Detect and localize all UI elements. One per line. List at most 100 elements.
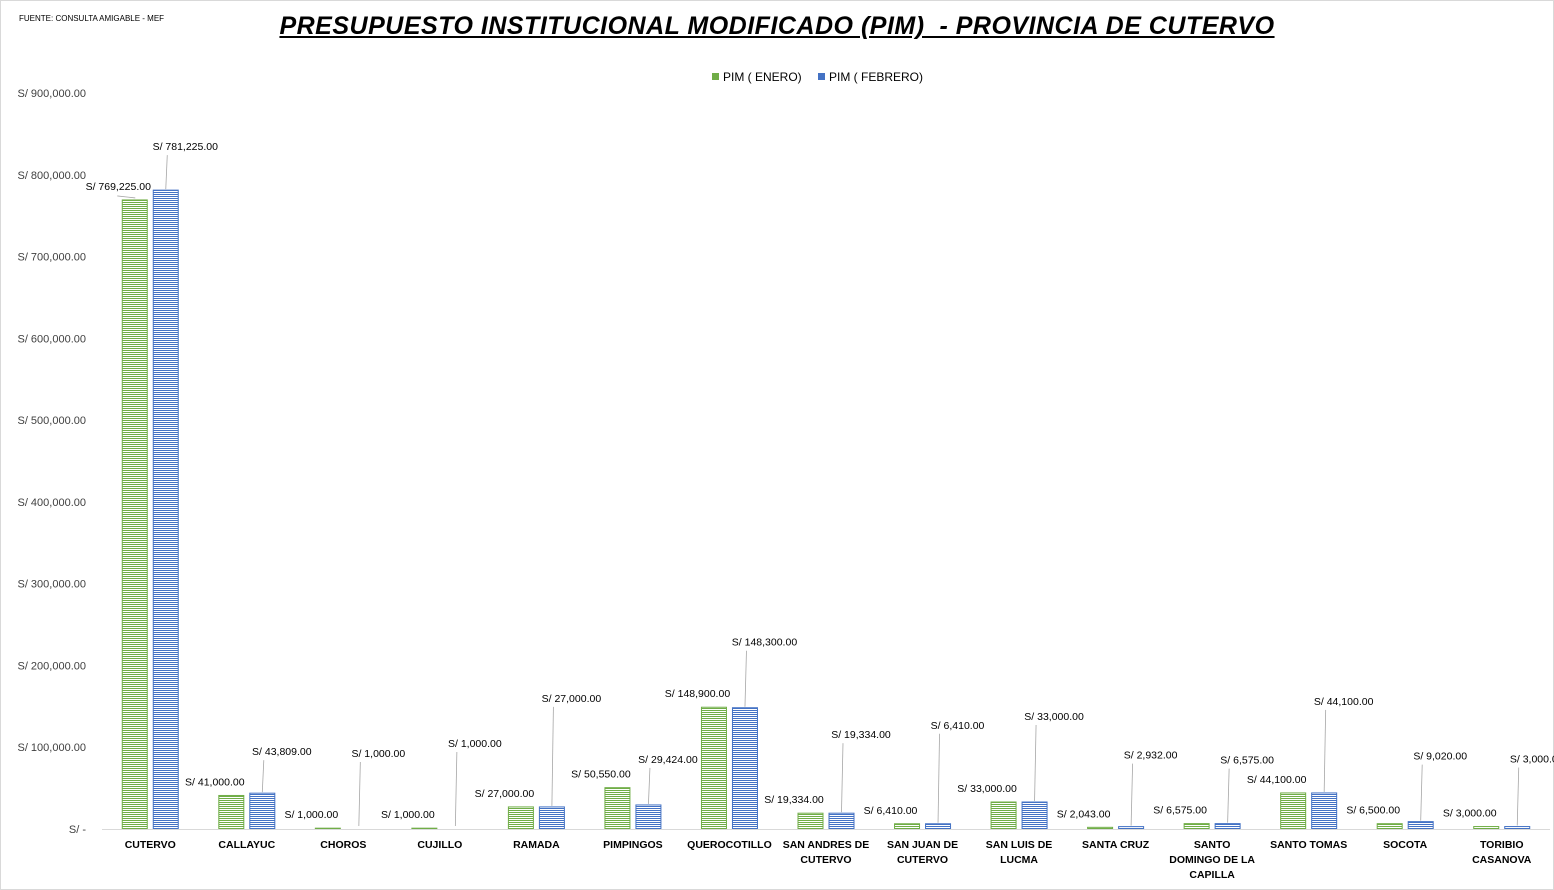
y-tick-label: S/ 600,000.00 [17,333,86,345]
data-label: S/ 27,000.00 [542,693,602,705]
data-label: S/ 769,225.00 [86,181,152,193]
bar [604,787,631,830]
data-label: S/ 33,000.00 [957,783,1017,795]
data-label: S/ 19,334.00 [764,794,824,806]
bar [1087,826,1114,830]
bar [1504,826,1531,830]
data-label: S/ 33,000.00 [1024,711,1084,723]
data-label: S/ 6,410.00 [864,805,918,817]
data-label: S/ 3,000.00 [1443,808,1497,820]
x-tick-label: CALLAYUC [218,839,275,851]
leader-line [117,195,136,199]
x-tick-label: RAMADA [513,839,560,851]
bar [121,199,148,830]
data-label: S/ 43,809.00 [252,746,312,758]
data-label: S/ 1,000.00 [448,738,502,750]
x-tick-label: CUJILLO [417,839,462,851]
bar [1118,826,1145,830]
x-tick-label: SANTO TOMAS [1270,839,1347,851]
data-label: S/ 9,020.00 [1413,751,1467,763]
bar [700,706,727,830]
legend-label: PIM ( FEBRERO) [829,70,923,84]
chart-title: PRESUPUESTO INSTITUCIONAL MODIFICADO (PI… [279,12,1275,40]
data-label: S/ 27,000.00 [475,788,535,800]
x-tick-label: SANTO DOMINGO DE LA CAPILLA [1169,839,1255,881]
data-label: S/ 50,550.00 [571,769,631,781]
bar [411,827,438,830]
x-tick-label: QUEROCOTILLO [687,839,772,851]
x-tick-label: PIMPINGOS [603,839,663,851]
data-label: S/ 19,334.00 [831,729,891,741]
leader-line [1420,764,1423,821]
legend-swatch [712,73,719,80]
y-tick-label: S/ 900,000.00 [17,88,86,100]
leader-line [551,706,554,806]
y-tick-label: S/ 800,000.00 [17,170,86,182]
leader-line [261,760,265,793]
x-tick-label: SAN JUAN DE CUTERVO [887,839,958,866]
bar [925,823,952,830]
x-tick-label: SANTA CRUZ [1082,839,1150,851]
leader-line [841,743,844,813]
data-label: S/ 6,500.00 [1346,805,1400,817]
bar [1021,801,1048,830]
leader-line [744,650,747,707]
bar [797,812,824,830]
bar [731,707,758,830]
bar [828,812,855,830]
x-tick-label: SOCOTA [1383,839,1428,851]
leader-line [1323,709,1327,792]
x-tick-label: CHOROS [320,839,366,851]
bar [1214,823,1241,830]
bar [538,806,565,830]
data-label: S/ 2,043.00 [1057,808,1111,820]
source-note: FUENTE: CONSULTA AMIGABLE - MEF [19,14,165,23]
data-label: S/ 44,100.00 [1247,774,1307,786]
bar [314,827,341,830]
x-tick-label: CUTERVO [125,839,176,851]
y-tick-label: S/ 300,000.00 [17,579,86,591]
y-tick-label: S/ 100,000.00 [17,742,86,754]
y-tick-label: S/ 200,000.00 [17,660,86,672]
leader-line [1034,725,1037,802]
bar [218,794,245,830]
data-label: S/ 6,410.00 [931,720,985,732]
y-axis: S/ - S/ 100,000.00 S/ 200,000.00 S/ 300,000… [17,88,86,836]
y-tick-label: S/ 500,000.00 [17,415,86,427]
data-label: S/ 1,000.00 [351,748,405,760]
y-tick-label: S/ 400,000.00 [17,497,86,509]
bar [1376,823,1403,830]
bar [249,792,276,830]
x-tick-label: SAN ANDRES DE CUTERVO [783,839,870,866]
bar [1183,823,1210,830]
data-label: S/ 41,000.00 [185,776,245,788]
data-label: S/ 6,575.00 [1220,755,1274,767]
leader-line [1130,763,1133,826]
bar [635,804,662,830]
bar [1407,821,1434,830]
data-label: S/ 148,900.00 [665,688,731,700]
x-tick-label: SAN LUIS DE LUCMA [986,839,1053,866]
leader-line [358,761,361,827]
data-label: S/ 1,000.00 [381,809,435,821]
legend-swatch [818,73,825,80]
data-labels: S/ 769,225.00 S/ 781,225.00 S/ 41,000.00 S/… [86,141,1554,821]
bar [1280,792,1307,830]
data-label: S/ 781,225.00 [153,141,219,153]
label-leader-lines [117,155,1520,827]
data-label: S/ 6,575.00 [1153,805,1207,817]
bar [1311,792,1338,830]
leader-line [454,751,458,827]
bar [894,823,921,830]
leader-line [937,733,940,823]
bar [990,801,1017,830]
y-tick-label: S/ 700,000.00 [17,252,86,264]
chart-legend: PIM ( ENERO) PIM ( FEBRERO) [712,70,923,84]
data-label: S/ 1,000.00 [284,809,338,821]
data-label: S/ 2,932.00 [1124,750,1178,762]
x-tick-label: TORIBIO CASANOVA [1472,839,1532,866]
leader-line [165,155,168,190]
data-label: S/ 44,100.00 [1314,696,1374,708]
data-label: S/ 3,000.00 [1510,754,1554,766]
